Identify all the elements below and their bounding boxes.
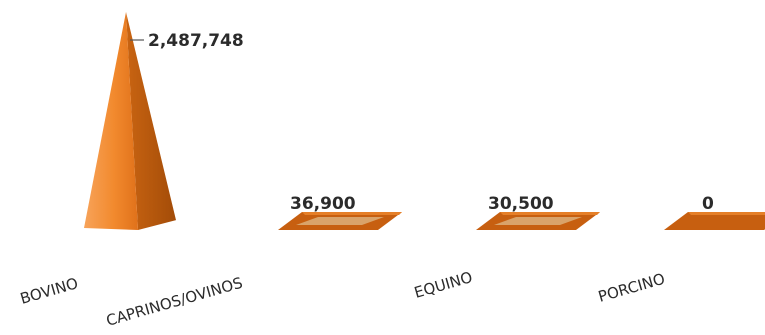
category-label: PORCINO <box>596 270 667 306</box>
base-plate-top <box>302 212 402 215</box>
value-label: 2,487,748 <box>148 31 244 51</box>
value-label: 36,900 <box>290 194 356 214</box>
base-plate-inner <box>494 217 582 225</box>
base-plate-top <box>500 212 600 215</box>
base-plate-top <box>688 212 765 215</box>
pyramid-side-face <box>126 12 176 230</box>
pyramid-front-face <box>84 12 138 230</box>
category-label: CAPRINOS/OVINOS <box>104 274 245 330</box>
base-plate <box>664 212 765 230</box>
category-label: EQUINO <box>412 268 474 302</box>
value-label: 0 <box>702 194 714 214</box>
base-plate-inner <box>296 217 384 225</box>
value-label: 30,500 <box>488 194 554 214</box>
category-label: BOVINO <box>18 274 80 308</box>
